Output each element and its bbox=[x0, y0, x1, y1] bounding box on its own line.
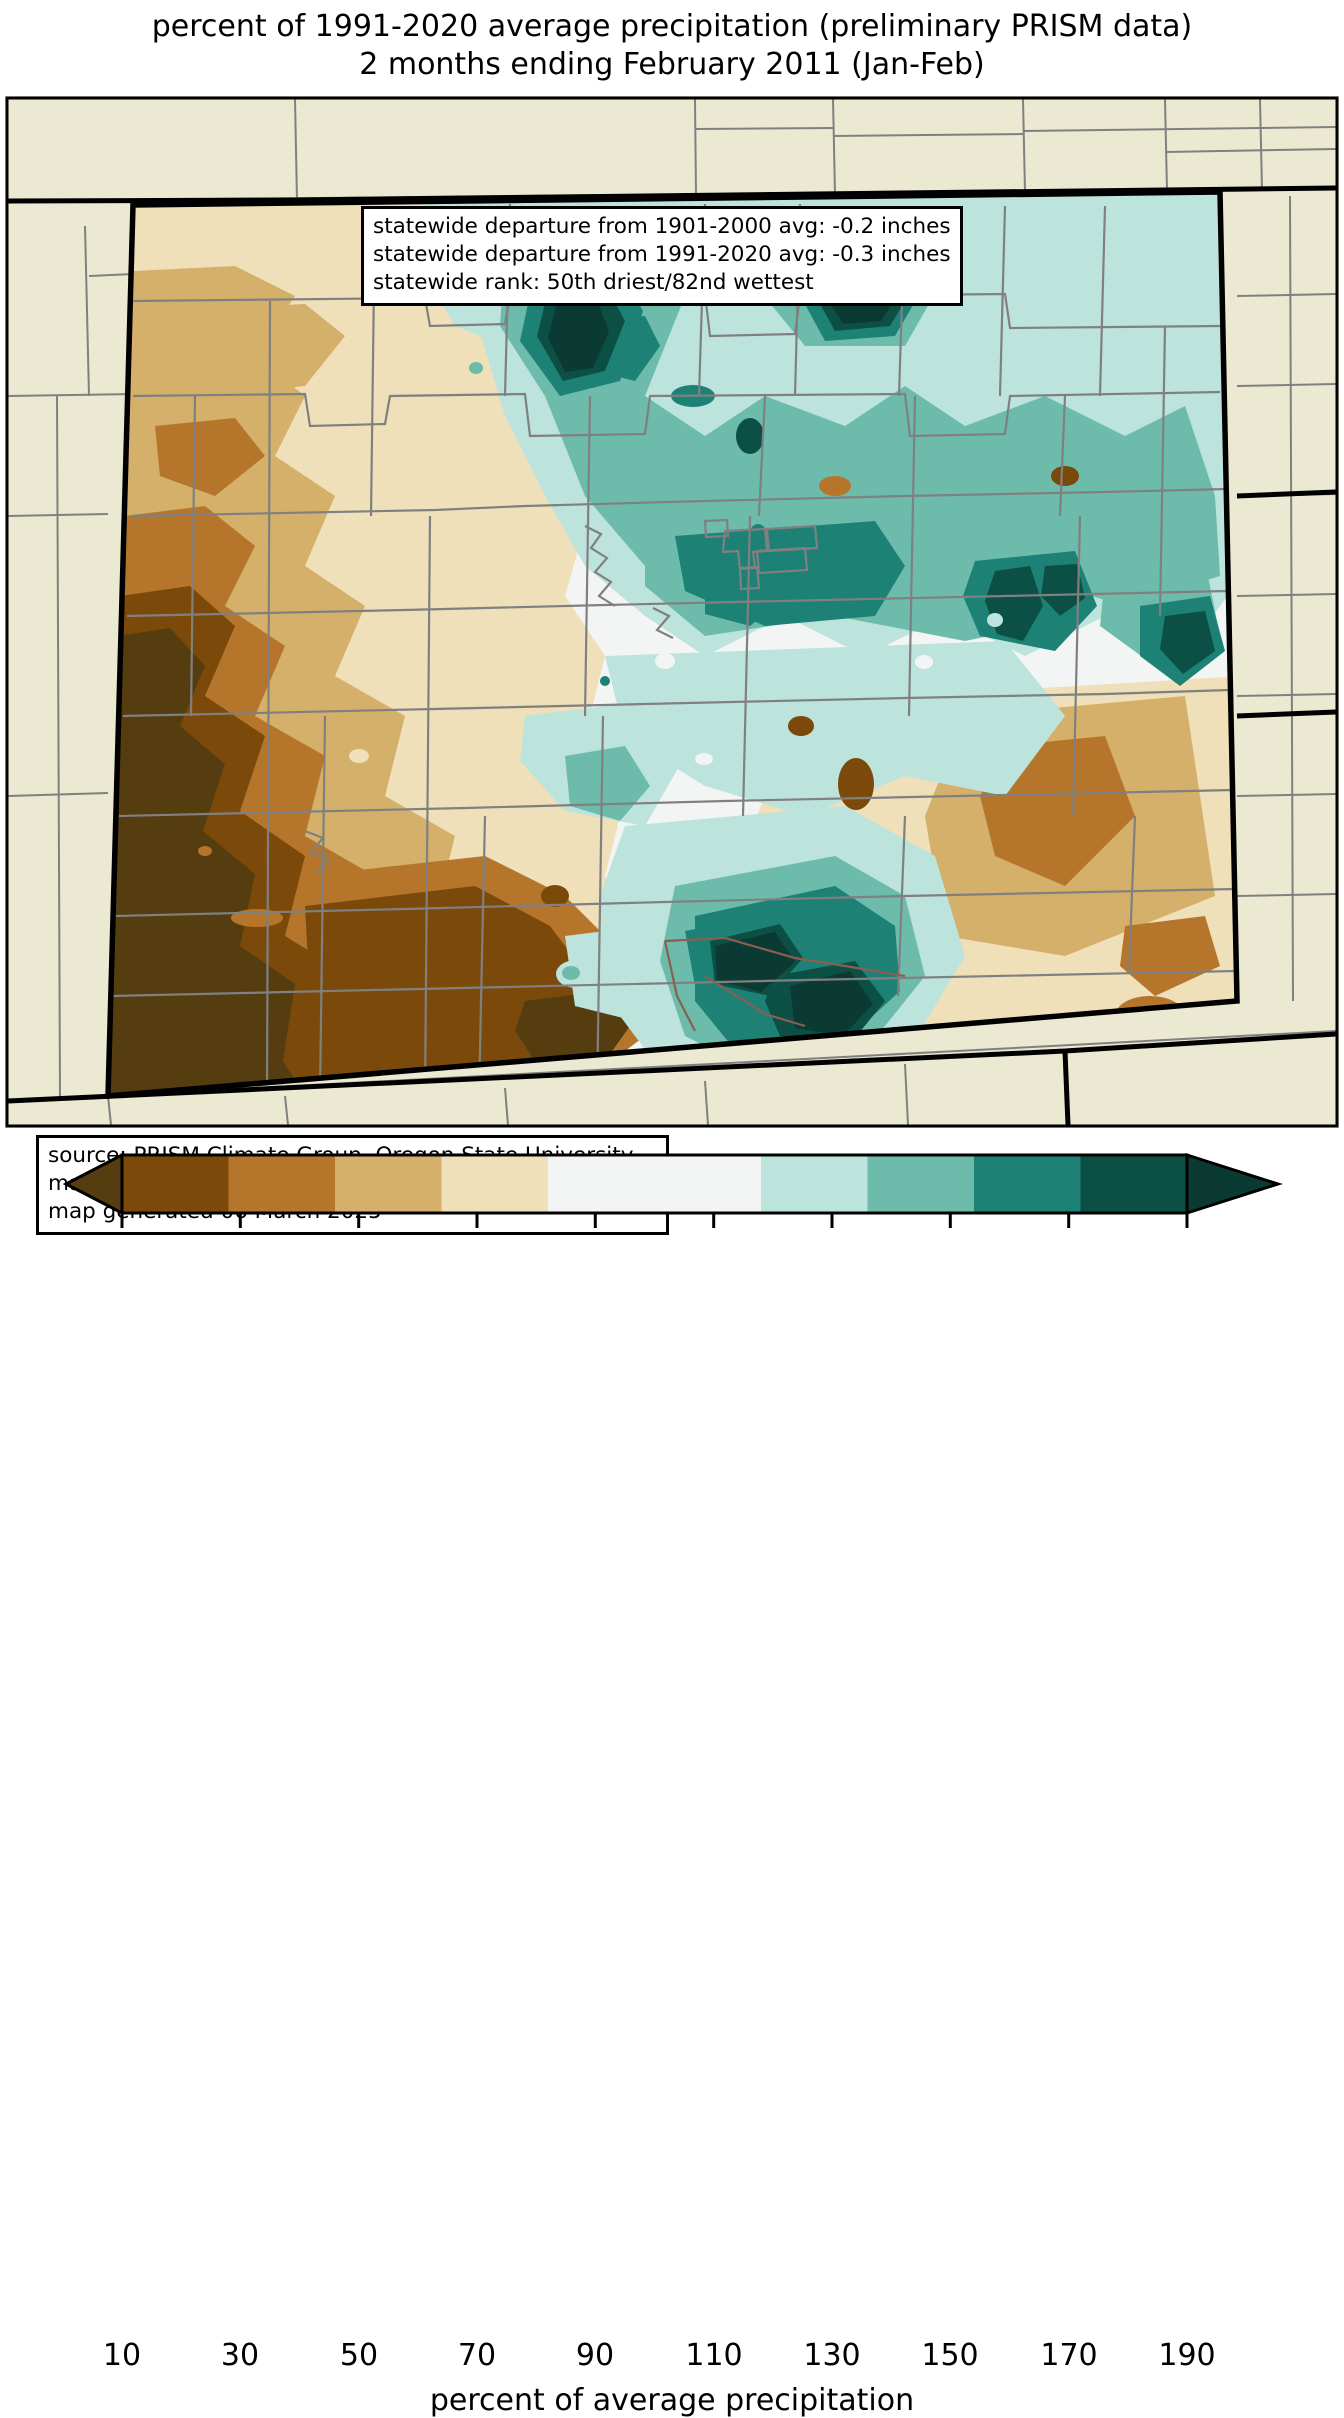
colorbar-bin-110-130 bbox=[761, 1155, 868, 1213]
colorbar-tick-110: 110 bbox=[685, 2338, 743, 2373]
contour-band-30-50-d bbox=[155, 418, 265, 496]
wet-speckle-5 bbox=[600, 676, 610, 686]
contour-band-50-70-north bbox=[165, 304, 345, 396]
contour-band-30-50-fse bbox=[1120, 916, 1220, 996]
precipitation-map: statewide departure from 1901-2000 avg: … bbox=[5, 96, 1339, 1235]
contour-band-over-190-se2 bbox=[790, 971, 873, 1036]
contour-band-150-170-m bbox=[705, 571, 780, 626]
colorbar-bin-30-50 bbox=[228, 1155, 335, 1213]
colorbar-tick-10: 10 bbox=[102, 2338, 142, 2373]
dry-speckle-8 bbox=[1051, 466, 1079, 486]
highway-boundary-line bbox=[663, 936, 906, 1032]
colorbar-outline bbox=[120, 1153, 1189, 1215]
colorbar-tick-50: 50 bbox=[339, 2338, 379, 2373]
colorbar-bin-130-150 bbox=[867, 1155, 974, 1213]
contour-fill-group bbox=[108, 192, 1237, 1096]
colorbar-bin-110-mid bbox=[654, 1155, 761, 1213]
colorbar-tick-170: 170 bbox=[1040, 2338, 1098, 2373]
dry-speckle-11 bbox=[541, 885, 569, 907]
dry-speckle-2 bbox=[198, 846, 212, 856]
colorbar-bin-170-190 bbox=[1080, 1155, 1187, 1213]
title-line-2: 2 months ending February 2011 (Jan-Feb) bbox=[359, 47, 985, 83]
colorbar-bin-90-110 bbox=[548, 1155, 655, 1213]
colorbar-bin-50-70 bbox=[335, 1155, 442, 1213]
colorbar-tick-labels: 10 30 50 70 90 110 130 150 170 190 bbox=[0, 2338, 1344, 2378]
stat-departure-1991-2020: statewide departure from 1991-2020 avg: … bbox=[373, 241, 951, 267]
stat-departure-1901-2000: statewide departure from 1901-2000 avg: … bbox=[373, 214, 951, 239]
colorbar-tick-190: 190 bbox=[1158, 2338, 1216, 2373]
contour-band-110-130-sw bbox=[565, 926, 675, 1021]
colorbar-tick-150: 150 bbox=[921, 2338, 979, 2373]
dry-speckle-9 bbox=[788, 716, 814, 736]
pale-speckle-3 bbox=[695, 753, 713, 765]
contour-band-over-190 bbox=[548, 296, 609, 372]
contour-band-130-150-m bbox=[565, 746, 650, 821]
page-title: percent of 1991-2020 average precipitati… bbox=[0, 8, 1344, 85]
dry-speckle-5 bbox=[472, 757, 498, 775]
wet-speckle-6 bbox=[987, 613, 1003, 627]
wet-speckle-1 bbox=[469, 362, 483, 374]
wet-speckle-3 bbox=[736, 418, 764, 454]
wet-speckle-4 bbox=[746, 524, 770, 568]
stat-statewide-rank: statewide rank: 50th driest/82nd wettest bbox=[373, 269, 814, 295]
colorado-state-outline bbox=[105, 189, 1240, 1099]
colorado-county-lines bbox=[111, 203, 1237, 1096]
colorbar: 10 30 50 70 90 110 130 150 170 190 perce… bbox=[0, 1140, 1344, 2418]
colorbar-over-arrow bbox=[1185, 1152, 1283, 1216]
colorbar-bin-10-30 bbox=[122, 1155, 229, 1213]
contour-band-170-190-e2 bbox=[1160, 611, 1215, 674]
colorbar-under-arrow bbox=[62, 1152, 124, 1216]
wet-speckle-8 bbox=[562, 966, 580, 980]
colorbar-tick-30: 30 bbox=[220, 2338, 260, 2373]
colorbar-bins bbox=[122, 1155, 1187, 1213]
colorbar-bin-150-170 bbox=[974, 1155, 1081, 1213]
contour-band-under-10 bbox=[108, 628, 305, 1096]
colorbar-tick-70: 70 bbox=[457, 2338, 497, 2373]
contour-band-over-190-se bbox=[715, 932, 795, 992]
dry-speckle-10 bbox=[838, 758, 874, 810]
dry-speckle-4 bbox=[819, 476, 851, 496]
colorbar-canvas bbox=[62, 1152, 1283, 1228]
statistics-box: statewide departure from 1901-2000 avg: … bbox=[361, 206, 963, 306]
colorbar-axis-label: percent of average precipitation bbox=[429, 2383, 915, 2418]
colorbar-tick-90: 90 bbox=[575, 2338, 615, 2373]
title-line-1: percent of 1991-2020 average precipitati… bbox=[151, 9, 1193, 44]
pale-speckle-2 bbox=[655, 653, 675, 669]
colorbar-bin-70-90 bbox=[441, 1155, 548, 1213]
pale-speckle-1 bbox=[915, 655, 933, 669]
map-frame bbox=[5, 96, 1339, 1128]
contour-band-170-190-e1b bbox=[1041, 564, 1085, 616]
colorbar-ticks bbox=[120, 1213, 1189, 1228]
colorbar-tick-130: 130 bbox=[803, 2338, 861, 2373]
contour-band-110-130-b bbox=[605, 641, 1065, 816]
dry-speckle-6 bbox=[349, 749, 369, 763]
